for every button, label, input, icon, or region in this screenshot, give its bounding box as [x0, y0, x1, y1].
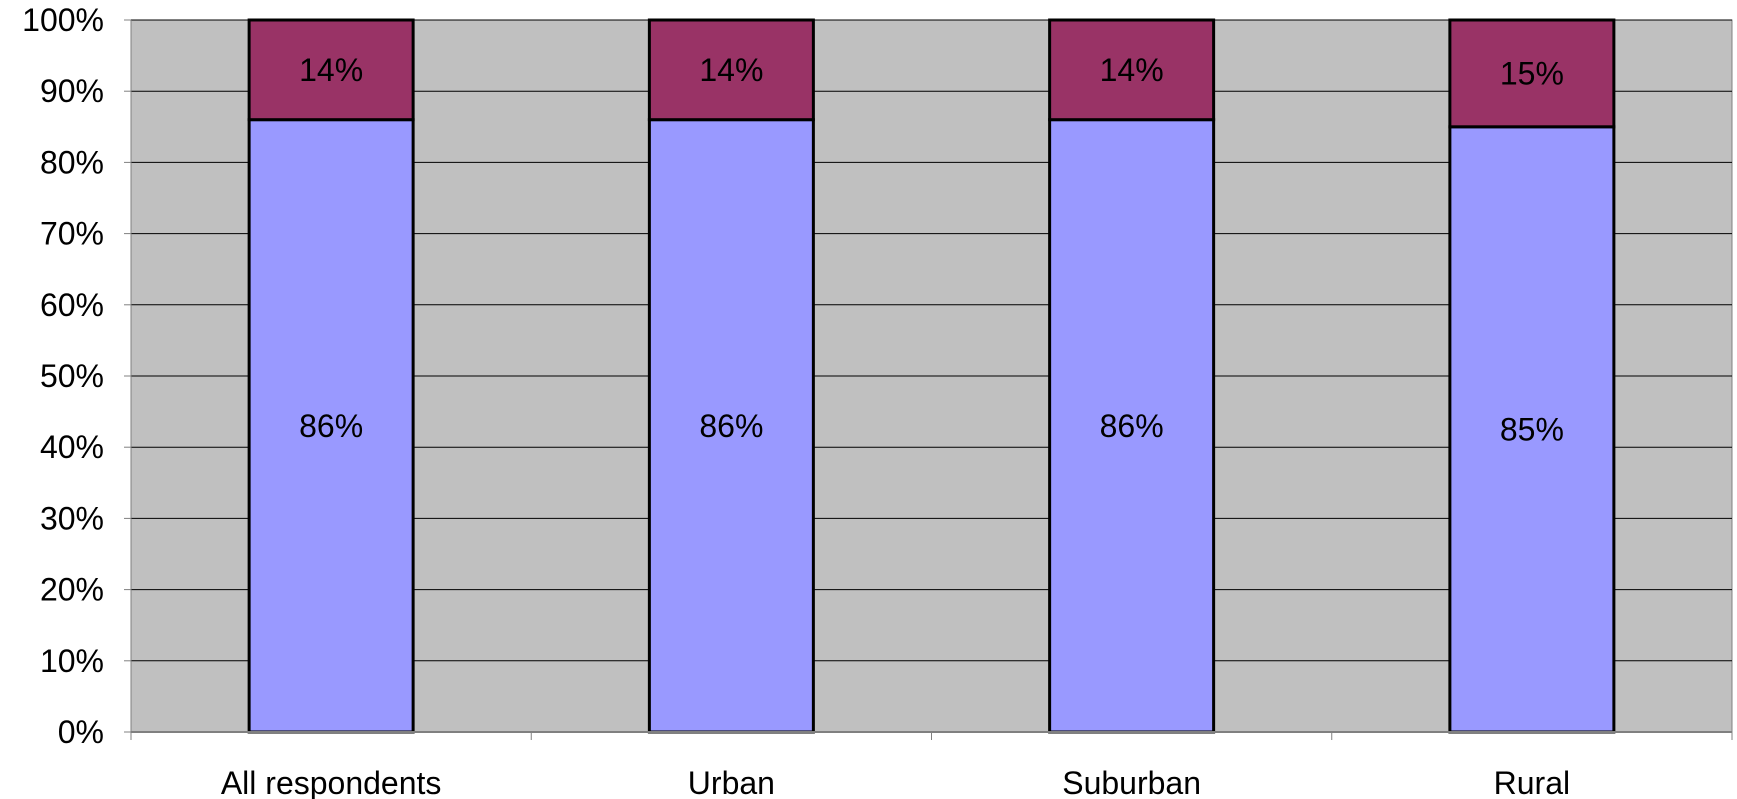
- bar-segment: [1448, 125, 1616, 734]
- data-label: 86%: [1100, 408, 1164, 444]
- x-tick-label: Urban: [688, 765, 775, 799]
- y-tick-label: 10%: [40, 643, 104, 679]
- y-tick-label: 70%: [40, 216, 104, 252]
- y-tick-label: 80%: [40, 144, 104, 180]
- x-tick-label: All respondents: [221, 765, 442, 799]
- y-tick-label: 90%: [40, 73, 104, 109]
- x-tick-labels: All respondents Urban Suburban Rural: [221, 765, 1570, 799]
- y-tick-label: 20%: [40, 572, 104, 608]
- bar-segment: [647, 18, 815, 122]
- data-label: 15%: [1500, 55, 1564, 91]
- data-label: 86%: [299, 408, 363, 444]
- bar-segment: [247, 18, 415, 122]
- data-label: 86%: [699, 408, 763, 444]
- y-tick-label: 30%: [40, 500, 104, 536]
- data-label: 14%: [699, 52, 763, 88]
- bar-segment: [247, 118, 415, 734]
- bar-segment: [1048, 18, 1216, 122]
- bars: 86% 14% 86% 14% 86% 14% 85% 15%: [247, 18, 1616, 734]
- bar-segment: [647, 118, 815, 734]
- y-tick-labels: 0% 10% 20% 30% 40% 50% 60% 70% 80% 90% 100%: [22, 2, 104, 750]
- y-tick-label: 60%: [40, 287, 104, 323]
- y-tick-label: 40%: [40, 429, 104, 465]
- x-tick-label: Rural: [1494, 765, 1570, 799]
- x-tick-label: Suburban: [1062, 765, 1201, 799]
- y-tick-label: 50%: [40, 358, 104, 394]
- bar-segment: [1048, 118, 1216, 734]
- axes: [124, 19, 1733, 740]
- data-label: 14%: [299, 52, 363, 88]
- data-label: 85%: [1500, 411, 1564, 447]
- data-label: 14%: [1100, 52, 1164, 88]
- y-tick-label: 100%: [22, 2, 104, 38]
- bar-segment: [1448, 18, 1616, 129]
- y-tick-label: 0%: [58, 714, 104, 750]
